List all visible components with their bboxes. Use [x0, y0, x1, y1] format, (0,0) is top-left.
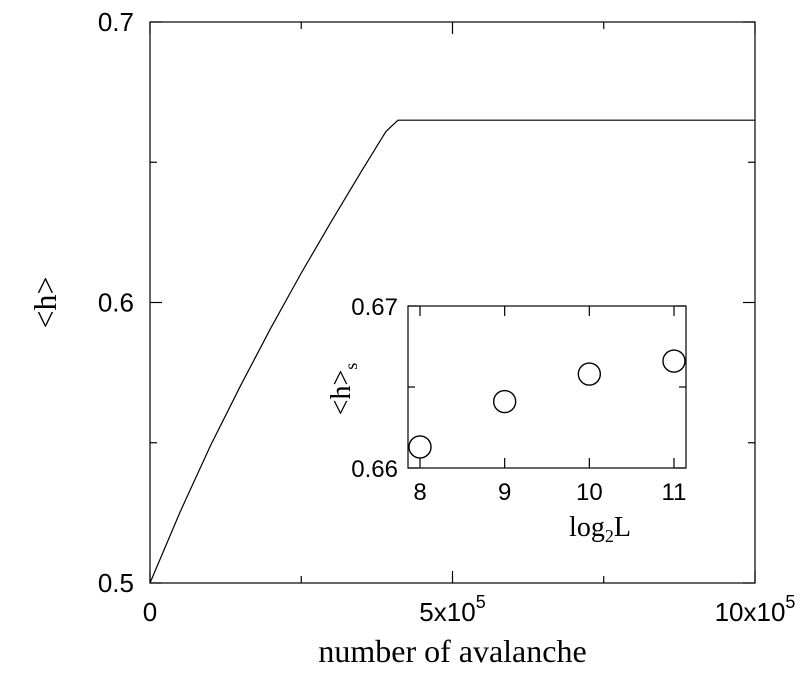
main-plot: 0 5x105 10x105 0.5 0.6 0.7 number of avalanch… [27, 7, 795, 669]
inset-marker [492, 389, 517, 414]
inset-x-label-suffix: L [614, 512, 631, 543]
inset-x-tick-label: 10 [576, 479, 603, 506]
inset-y-label-main: <h> [326, 370, 357, 416]
inset-x-tick-label: 9 [498, 479, 511, 506]
main-axis-ticks [149, 21, 756, 584]
main-x-tick-label: 0 [143, 597, 157, 627]
main-x-tick-label: 10x105 [715, 592, 796, 627]
main-y-tick-label: 0.7 [98, 7, 134, 37]
inset-y-tick-label: 0.66 [351, 456, 398, 483]
inset-x-label-subscript: 2 [605, 526, 614, 546]
main-y-tick-label: 0.5 [98, 568, 134, 598]
inset-y-axis-label: <h>s [326, 363, 361, 416]
inset-x-axis-label: log2L [569, 512, 631, 546]
inset-x-tick-label: 11 [662, 479, 687, 506]
main-series-line [149, 119, 755, 584]
inset-marker [408, 435, 432, 459]
inset-plot: 8 9 10 11 0.66 0.67 log2L <h>s [326, 294, 687, 546]
inset-axis-ticks [408, 305, 686, 469]
main-tick-labels: 0 5x105 10x105 0.5 0.6 0.7 [98, 7, 796, 627]
main-x-axis-label: number of avalanche [318, 633, 586, 669]
main-y-axis-label: <h> [27, 276, 63, 328]
inset-x-tick-label: 8 [413, 479, 426, 506]
inset-x-label-main: log [569, 512, 605, 543]
main-y-tick-label: 0.6 [98, 288, 134, 318]
inset-markers [408, 349, 686, 459]
inset-marker [577, 362, 602, 386]
inset-tick-labels: 8 9 10 11 0.66 0.67 [351, 294, 686, 506]
inset-y-label-subscript: s [341, 363, 361, 370]
main-x-tick-label: 5x105 [419, 592, 485, 627]
inset-background [408, 306, 686, 468]
inset-y-tick-label: 0.67 [351, 294, 398, 321]
inset-marker [662, 349, 686, 373]
